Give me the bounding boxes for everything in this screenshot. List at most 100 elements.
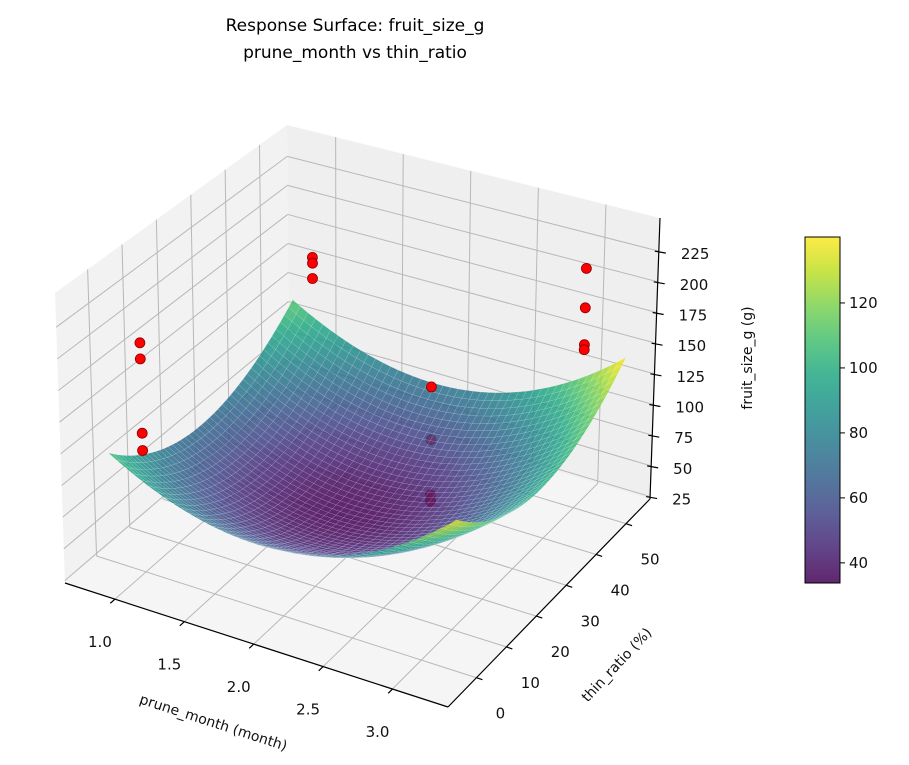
surface-patch [532,485,545,494]
colorbar-frame [804,236,841,584]
data-point [579,302,591,314]
z-tick-label: 200 [680,276,709,294]
x-tick [248,643,255,649]
colorbar-gradient [805,237,840,583]
x-tick-label: 2.5 [296,701,320,719]
surface-patch [524,492,537,502]
z-tick [651,342,663,346]
z-tick [647,465,659,469]
y-tick-label: 40 [611,581,630,599]
gridline-z [287,272,655,375]
gridline-z [60,272,289,455]
surface-patch [578,422,592,435]
gridline-z [287,213,657,313]
gridline-z [56,185,288,360]
surface-patch [555,457,568,468]
colorbar-tick-label: 80 [849,424,868,442]
surface-patch [513,502,526,511]
y-tick [506,646,513,650]
chart-title-line-1: Response Surface: fruit_size_g [226,16,485,36]
surface-patch [452,520,466,527]
z-tick [652,311,664,316]
colorbar-tick-label: 40 [849,554,868,572]
surface-patch [563,446,576,458]
surface-patch [471,521,484,527]
z-tick-label: 25 [672,491,691,509]
surface-patch [570,435,584,446]
gridline-x [392,482,599,690]
y-axis-line [447,498,651,708]
data-point [136,427,148,439]
gridline-y [190,194,197,471]
y-tick-label: 30 [581,612,600,630]
z-tick [653,281,665,285]
z-tick [648,434,660,438]
data-point [581,262,592,274]
surface-patch [486,517,499,524]
surface-patch [479,520,492,526]
data-point [578,344,590,356]
gridline-z [59,243,289,423]
colorbar-tick-label: 60 [849,489,868,507]
z-tick-label: 50 [673,460,692,478]
z-axis-label: fruit_size_g (g) [740,306,756,409]
z-tick [650,373,662,377]
gridline-z [61,301,289,486]
y-tick-label: 20 [551,643,570,661]
x-tick [318,666,324,672]
y-tick-label: 50 [641,551,660,569]
z-tick-label: 225 [681,245,710,263]
y-tick [476,677,483,681]
gridline-y [87,269,98,556]
gridline-z [287,242,656,344]
surface-patch [463,522,477,528]
surface-patch [528,489,541,498]
x-tick-label: 2.0 [227,678,251,696]
gridline-z [55,155,288,328]
surface-patch [467,522,480,528]
colorbar-tick-label: 100 [849,359,878,377]
z-tick-label: 125 [676,368,705,386]
y-tick [595,553,603,558]
data-point [307,257,318,269]
x-tick [179,621,185,627]
surface-patch [455,521,470,527]
axis-lines [64,217,666,708]
surface-patch [483,519,496,526]
x-axis-label: prune_month (month) [137,692,289,755]
gridline-y [224,169,230,443]
chart-title-line-2: prune_month vs thin_ratio [243,43,467,63]
data-point [137,445,149,456]
colorbar: 40 60 80 100 120 [804,236,878,584]
data-point [425,381,437,393]
data-point [307,273,318,284]
surface-patch [601,380,615,394]
z-tick-label: 100 [675,399,704,417]
gridline-y [121,244,131,528]
surface-patch [475,521,488,527]
x-tick [387,688,393,694]
response-surface [107,299,627,559]
surface-patch [543,472,556,482]
x-tick [109,598,116,604]
tick-labels: 1.0 1.5 2.0 2.5 3.0 0 10 20 30 40 50 25 50 75 100 125 15… [88,245,709,741]
z-axis-line [649,217,661,500]
y-tick-label: 0 [496,705,506,723]
x-tick-label: 3.0 [366,723,390,741]
y-axis-label: thin_ratio (%) [579,625,656,705]
left-wall-pane [55,125,289,583]
surface-patch [490,516,503,523]
y-tick [566,584,573,588]
z-tick [649,403,661,408]
gridline-z [62,330,289,518]
z-tick-label: 175 [679,306,708,324]
z-tick-label: 75 [674,429,693,447]
z-tick [645,495,658,500]
z-tick [654,250,666,254]
gridline-y [129,527,507,648]
scatter-points [134,251,592,456]
surface-patch [448,519,462,526]
gridline-z [287,155,659,252]
data-point [134,337,146,349]
